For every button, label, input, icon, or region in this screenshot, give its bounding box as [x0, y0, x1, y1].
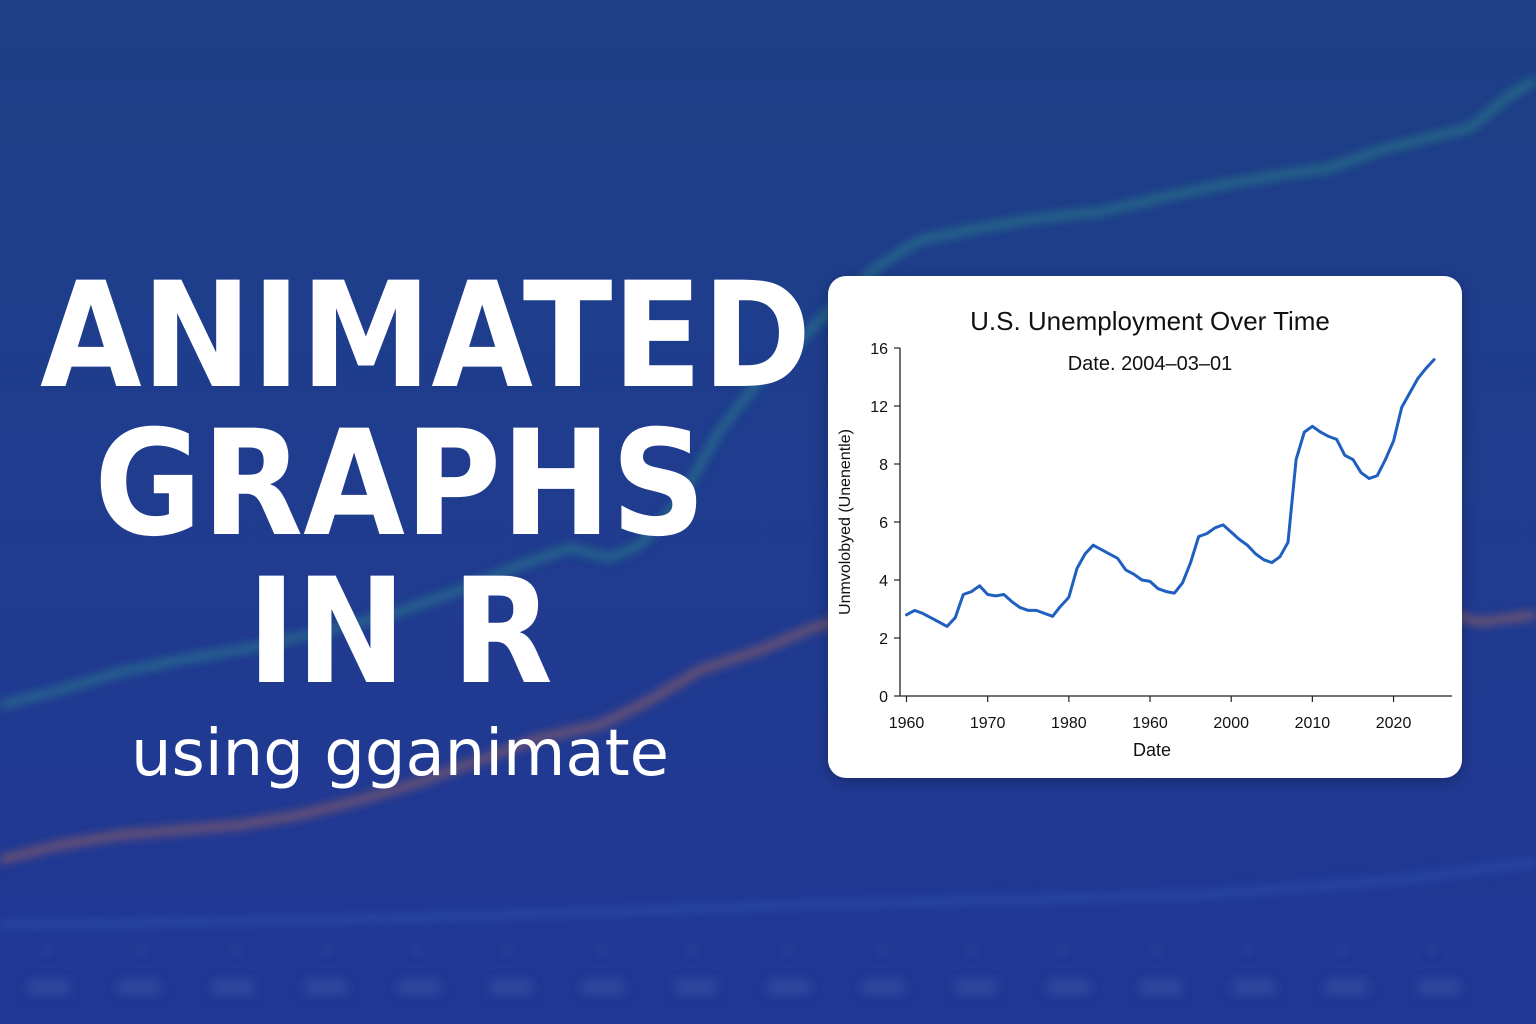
chart-subtitle: Date. 2004–03–01 [1068, 353, 1233, 375]
hero-title-line-3: IN R [247, 547, 553, 717]
y-tick-label: 16 [870, 341, 888, 358]
hero-title-line-2: GRAPHS [94, 399, 706, 569]
background-green-line [0, 77, 1536, 708]
x-tick-label: 1960 [889, 715, 925, 732]
y-axis-label: Unmvolobyed (Unenentle) [837, 429, 854, 615]
background-blue-line [0, 860, 1536, 927]
hero-title-line-1: ANIMATED [40, 251, 812, 421]
unemployment-line-chart: U.S. Unemployment Over Time Date. 2004–0… [837, 306, 1452, 760]
y-tick-label: 0 [879, 689, 888, 706]
y-tick-label: 2 [879, 631, 888, 648]
chart-card: U.S. Unemployment Over Time Date. 2004–0… [828, 276, 1462, 778]
background-tick-marks [45, 946, 1434, 954]
background-blurred-labels [28, 980, 1460, 994]
x-tick-label: 2010 [1295, 715, 1331, 732]
x-tick-label: 2000 [1213, 715, 1249, 732]
hero-subtitle: using gganimate [130, 717, 670, 791]
y-tick-label: 4 [879, 573, 888, 590]
chart-axes: 0 2 4 6 8 12 16 1960 1970 1980 1960 2000 2010 2020 [870, 341, 1452, 732]
x-tick-label: 1980 [1051, 715, 1087, 732]
y-tick-label: 6 [879, 515, 888, 532]
x-tick-label: 1970 [970, 715, 1006, 732]
chart-title: U.S. Unemployment Over Time [970, 306, 1330, 336]
x-tick-label: 2020 [1376, 715, 1412, 732]
chart-plot-area [905, 358, 1436, 628]
unemployment-series-line [905, 358, 1436, 628]
x-tick-label: 1960 [1132, 715, 1168, 732]
x-axis-label: Date [1133, 740, 1171, 760]
y-tick-label: 8 [879, 457, 888, 474]
y-tick-label: 12 [870, 399, 888, 416]
hero-title-block: ANIMATED GRAPHS IN R using gganimate [0, 251, 812, 794]
